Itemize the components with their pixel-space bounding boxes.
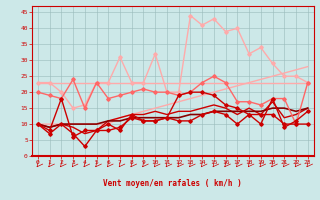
X-axis label: Vent moyen/en rafales ( km/h ): Vent moyen/en rafales ( km/h ) [103, 179, 242, 188]
